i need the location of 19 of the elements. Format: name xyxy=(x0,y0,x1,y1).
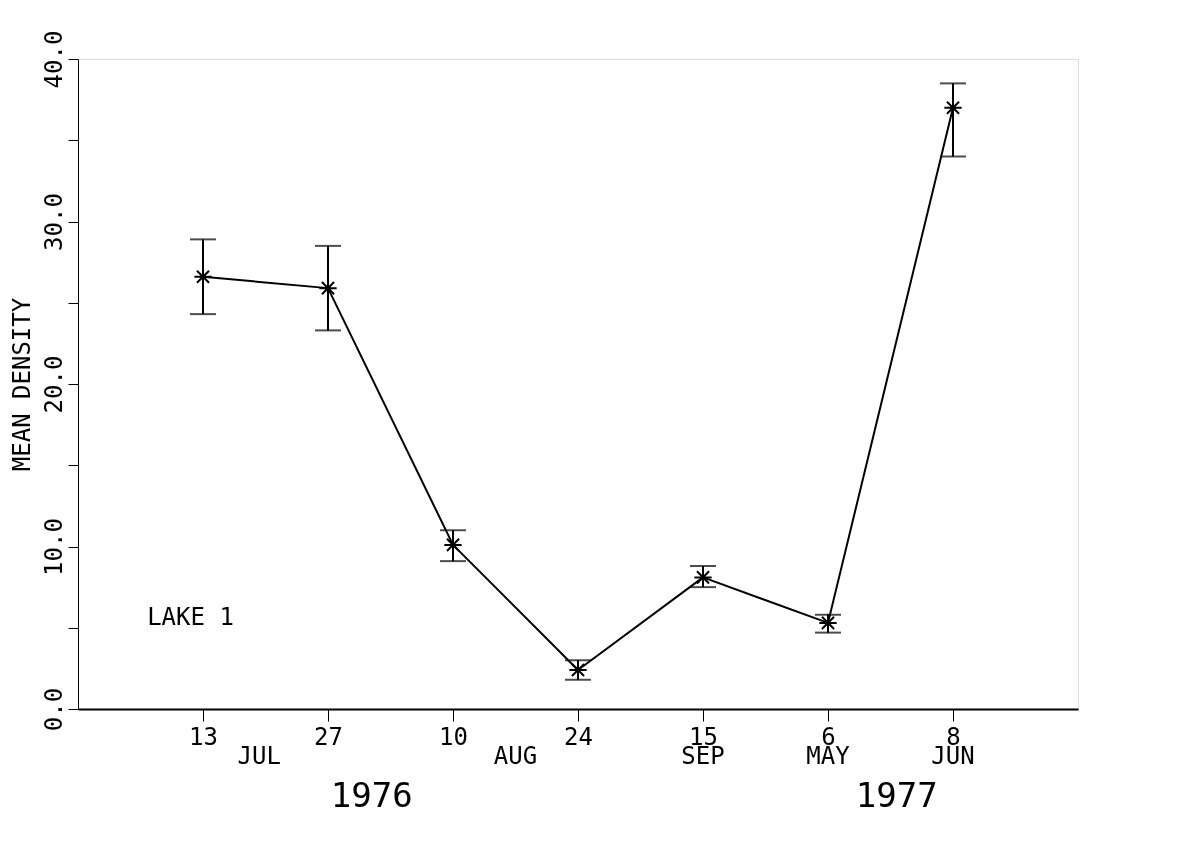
x-tick-label: 10 xyxy=(439,722,468,751)
y-tick-label: 40.0 xyxy=(39,30,68,89)
y-tick-label: 0.0 xyxy=(39,687,68,732)
text: AUG xyxy=(493,742,538,770)
point xyxy=(193,267,213,287)
y-tick-label: 10.0 xyxy=(39,518,68,576)
text: 1976 xyxy=(330,775,413,815)
text: JUL xyxy=(237,742,281,770)
annotation: LAKE 1 xyxy=(147,603,234,631)
x-tick-label: 24 xyxy=(564,722,593,751)
y-tick-label: 30.0 xyxy=(39,193,68,251)
point xyxy=(318,278,338,298)
point xyxy=(943,98,963,118)
x-tick-label: 13 xyxy=(189,722,218,751)
y-axis-title: MEAN DENSITY xyxy=(7,297,36,472)
text: 1977 xyxy=(855,775,938,815)
y-tick-label: 20.0 xyxy=(39,355,68,414)
point xyxy=(443,535,463,555)
x-tick-label: 27 xyxy=(314,722,343,751)
